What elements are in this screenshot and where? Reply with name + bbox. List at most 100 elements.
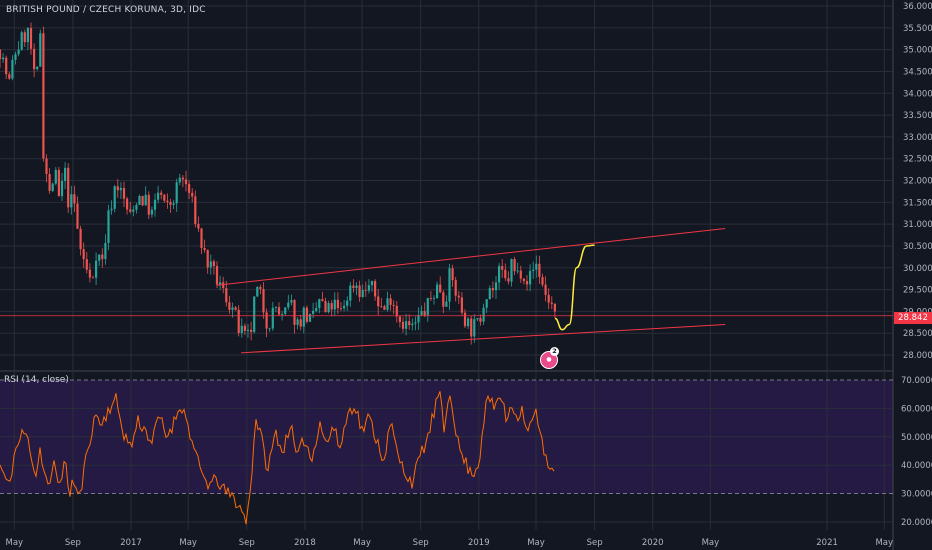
candle-body (48, 174, 51, 191)
candle-body (29, 27, 33, 49)
candle-body (51, 183, 54, 191)
candle-body (377, 296, 380, 307)
candle-body (358, 285, 361, 298)
candle-body (231, 307, 234, 310)
price-tick-label: 32.500 (903, 155, 932, 165)
candle-body (206, 250, 209, 268)
candle-body (370, 281, 374, 286)
candle-body (343, 305, 346, 309)
time-tick-label: May (702, 538, 720, 548)
candle-body (485, 299, 488, 308)
candle-body (116, 186, 119, 191)
candle-body (172, 203, 175, 205)
candle-body (504, 269, 507, 279)
price-tick-label: 30.500 (903, 242, 932, 252)
candle-body (57, 169, 60, 197)
candle-body (479, 318, 482, 322)
price-tick-label: 31.000 (903, 220, 932, 230)
candle-body (256, 287, 259, 297)
candle-body (132, 209, 135, 212)
candle-body (163, 194, 166, 201)
candle-body (234, 307, 237, 310)
time-tick-label: May (875, 538, 893, 548)
candle-body (408, 321, 411, 326)
candle-body (184, 179, 188, 185)
candle-body (501, 266, 504, 270)
candle-body (225, 288, 228, 303)
idea-count-badge[interactable]: 2 (550, 347, 559, 356)
candle-body (296, 319, 299, 325)
candle-body (274, 307, 277, 308)
time-axis: May Sep 2017 May Sep 2018 May Sep 2019 May Sep 2020… (6, 538, 894, 548)
candle-body (417, 314, 420, 323)
candle-body (544, 284, 547, 295)
candle-body (91, 277, 95, 279)
price-tick-label: 28.500 (903, 329, 932, 339)
time-tick-label: Sep (239, 538, 255, 548)
price-axis: 36.000 35.500 35.000 34.500 34.000 33.500 33.0… (903, 2, 932, 361)
candle-body (222, 282, 225, 289)
candle-body (5, 57, 8, 75)
candle-body (98, 254, 101, 261)
candle-body (324, 301, 327, 313)
candle-body (541, 276, 544, 285)
candle-body (494, 282, 498, 291)
rsi-tick-label: 70.0000 (901, 376, 932, 386)
candle-body (203, 248, 206, 251)
candle-body (299, 319, 302, 327)
candle-body (550, 302, 553, 304)
price-tick-label: 33.000 (903, 133, 932, 143)
time-tick-label: 2021 (816, 538, 838, 548)
candle-body (308, 313, 312, 322)
candle-body (451, 268, 454, 281)
candle-body (277, 307, 281, 315)
candle-body (538, 263, 541, 277)
price-tick-label: 28.000 (903, 351, 932, 361)
price-tick-label: 30.000 (903, 264, 932, 274)
candle-body (82, 249, 85, 260)
candle-body (14, 54, 17, 60)
candle-body (448, 268, 451, 302)
candle-body (395, 305, 398, 317)
candle-body (445, 301, 448, 307)
candle-body (268, 328, 271, 330)
candle-body (194, 196, 197, 224)
candle-body (64, 167, 67, 181)
candle-body (228, 302, 231, 310)
candle-body (110, 208, 113, 211)
candle-body (240, 325, 243, 334)
candle-body (95, 260, 98, 278)
candle-body (88, 269, 91, 278)
candle-body (423, 311, 426, 316)
candle-body (39, 33, 42, 67)
price-tick-label: 35.500 (903, 24, 932, 34)
time-tick-label: Sep (587, 538, 603, 548)
candle-body (529, 271, 532, 285)
candle-body (147, 194, 150, 215)
price-tick-label: 29.500 (903, 286, 932, 296)
rsi-indicator-label[interactable]: RSI (14, close) (4, 375, 69, 385)
candle-body (284, 307, 287, 314)
candle-body (414, 322, 417, 324)
candle-body (293, 300, 296, 325)
candle-body (212, 261, 215, 266)
candle-body (374, 281, 377, 297)
time-tick-label: May (353, 538, 371, 548)
candle-body (138, 195, 141, 205)
time-tick-label: Sep (413, 538, 429, 548)
candle-body (442, 292, 445, 307)
rsi-series (0, 391, 555, 525)
candle-body (386, 298, 389, 310)
candle-body (488, 288, 491, 300)
candle-body (188, 184, 191, 193)
candle-body (460, 297, 463, 313)
time-tick-label: Sep (65, 538, 81, 548)
candle-body (141, 195, 144, 206)
candle-body (315, 308, 318, 311)
price-tick-label: 34.000 (903, 89, 932, 99)
chart-annotations (0, 227, 893, 354)
candle-body (507, 278, 510, 282)
candle-body (383, 306, 386, 310)
candle-body (392, 304, 395, 306)
